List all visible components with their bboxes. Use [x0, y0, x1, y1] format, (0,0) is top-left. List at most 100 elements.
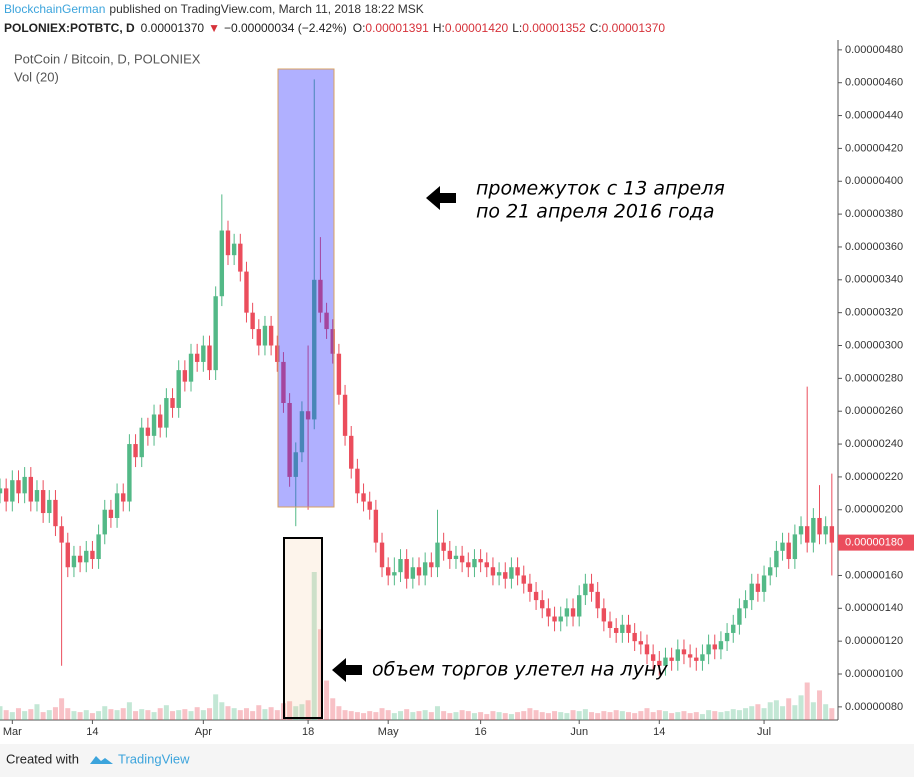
volume-bar: [416, 711, 422, 720]
candle-body: [213, 296, 218, 371]
volume-bar: [632, 713, 638, 720]
volume-bar: [699, 714, 705, 720]
candle-body: [681, 649, 687, 655]
candle-body: [669, 657, 674, 661]
candle-body: [570, 608, 576, 617]
volume-bar: [231, 708, 237, 720]
candle-body: [262, 325, 268, 346]
candle-body: [515, 567, 520, 576]
candle-body: [275, 345, 280, 362]
candle-body: [145, 427, 151, 436]
candle-body: [158, 414, 163, 428]
candle-body: [503, 572, 508, 579]
candle-body: [712, 644, 717, 650]
y-tick-label: 0.00000400: [845, 175, 903, 187]
volume-bar: [595, 713, 601, 720]
x-tick-label: May: [378, 726, 399, 738]
volume-bar: [404, 709, 410, 720]
candle-body: [244, 271, 249, 313]
annotation: промежуток с 13 апреля: [476, 178, 725, 200]
candle-body: [472, 559, 477, 568]
volume-bar: [792, 705, 798, 720]
volume-bar: [626, 712, 631, 720]
candle-body: [416, 567, 422, 576]
volume-bar: [441, 711, 447, 720]
volume-bar: [293, 706, 299, 720]
candle-body: [768, 567, 773, 576]
volume-bar: [96, 711, 102, 720]
ohlc-value: 0.00001352: [522, 21, 586, 35]
candle-body: [527, 583, 533, 592]
candle-body: [188, 353, 194, 382]
ohlc-key: H:: [433, 21, 445, 35]
volume-bar: [539, 712, 545, 720]
volume-bar: [743, 708, 749, 720]
volume-bar: [552, 711, 558, 720]
candle-body: [724, 632, 730, 642]
y-tick-label: 0.00000260: [845, 405, 903, 417]
volume-bar: [564, 713, 570, 720]
author[interactable]: BlockchainGerman: [4, 2, 105, 16]
volume-bar: [607, 712, 613, 720]
volume-bar: [46, 710, 52, 720]
volume-bar: [718, 712, 724, 720]
volume-bar: [336, 706, 342, 720]
footer-brand[interactable]: TradingView: [118, 751, 190, 766]
volume-bar: [133, 711, 139, 720]
candle-body: [164, 398, 169, 428]
volume-bar: [422, 710, 428, 720]
volume-bar: [219, 702, 225, 720]
candle-body: [644, 644, 650, 655]
volume-bar: [102, 706, 108, 720]
volume-bar: [342, 710, 348, 720]
volume-bar: [34, 704, 40, 720]
volume-bar: [687, 713, 693, 720]
volume-bar: [730, 709, 736, 720]
candle-body: [16, 480, 21, 494]
candle-body: [355, 468, 360, 494]
candle-body: [108, 509, 114, 518]
candle-body: [385, 567, 391, 576]
candle-body: [361, 493, 366, 502]
candle-body: [96, 534, 101, 560]
candle-body: [484, 562, 489, 568]
volume-bar: [798, 695, 804, 720]
candle-body: [219, 230, 225, 297]
volume-bar: [428, 712, 434, 720]
volume-bar: [200, 710, 206, 720]
volume-bar: [502, 713, 508, 720]
volume-bar: [373, 712, 379, 720]
volume-bar: [447, 713, 453, 720]
volume-bar: [761, 708, 767, 720]
y-tick-label: 0.00000120: [845, 635, 903, 647]
candle-body: [305, 411, 311, 420]
volume-bar: [28, 709, 34, 720]
last-price-label: 0.00000180: [845, 537, 903, 549]
x-tick-label: 16: [474, 726, 486, 738]
candle-body: [324, 312, 329, 330]
candle-body: [429, 562, 434, 568]
candle-body: [552, 616, 557, 622]
candle-body: [447, 550, 453, 560]
logo: [90, 756, 113, 764]
candle-body: [441, 542, 446, 551]
candle-body: [663, 657, 668, 666]
volume-bar: [804, 682, 810, 720]
volume-bar: [361, 713, 367, 720]
volume-bar: [490, 711, 496, 720]
volume-bar: [311, 572, 317, 720]
candle-body: [293, 452, 298, 477]
candle-body: [40, 490, 46, 514]
volume-bar: [59, 698, 65, 720]
annotation: объем торгов улетел на луну: [372, 659, 668, 681]
candle-body: [823, 526, 828, 535]
candle-body: [90, 550, 95, 560]
candle-body: [250, 312, 255, 330]
candle-body: [330, 329, 335, 354]
candle-body: [398, 559, 403, 573]
candle-body: [650, 654, 656, 661]
volume-bar: [385, 710, 391, 720]
candle-body: [392, 572, 397, 576]
ohlc-value: 0.00001420: [445, 21, 509, 35]
candle-body: [201, 345, 206, 362]
